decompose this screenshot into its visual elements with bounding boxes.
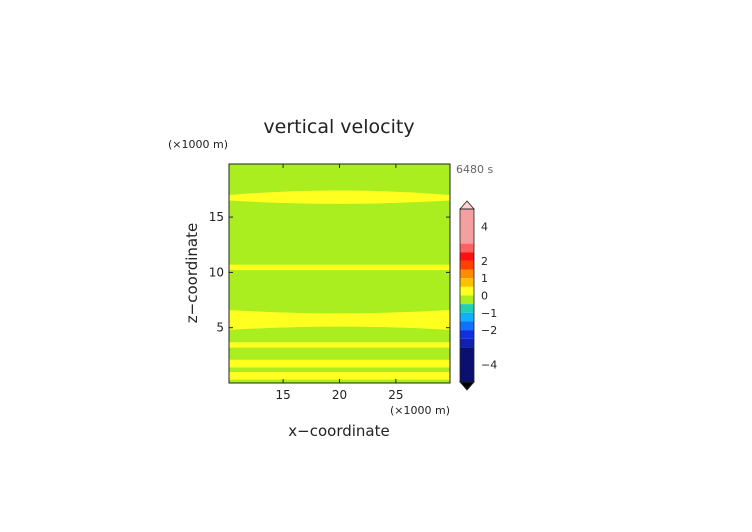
colorbar-tick-label: 4 <box>481 220 488 233</box>
x-tick-label: 20 <box>332 388 347 402</box>
x-unit-label: (×1000 m) <box>390 404 450 417</box>
colorbar-under-arrow <box>459 381 475 391</box>
colorbar-frame <box>459 208 475 383</box>
field-band-2 <box>229 264 450 271</box>
field-band-3 <box>229 310 450 330</box>
colorbar-tick-label: 0 <box>481 290 488 303</box>
chart-title: vertical velocity <box>263 116 414 138</box>
colorbar-segment <box>460 304 474 313</box>
colorbar-segment <box>460 295 474 305</box>
velocity-field <box>229 164 450 383</box>
colorbar-segment <box>460 321 474 331</box>
y-axis-ticks: 5 10 15 <box>209 210 450 335</box>
colorbar-tick-labels: 4 2 1 0 −1 −2 −4 <box>481 220 497 371</box>
y-unit-label: (×1000 m) <box>168 138 228 151</box>
colorbar-segment <box>460 347 474 382</box>
x-axis-ticks: 15 20 25 <box>275 164 404 402</box>
colorbar-tick-label: 1 <box>481 272 488 285</box>
x-tick-label: 25 <box>388 388 403 402</box>
y-tick-label: 5 <box>216 321 224 335</box>
colorbar-segment <box>460 252 474 261</box>
colorbar-segment <box>460 338 474 348</box>
colorbar-segment <box>460 286 474 296</box>
field-band-1 <box>229 190 450 204</box>
colorbar <box>459 200 475 391</box>
colorbar-tick-label: −4 <box>481 359 497 372</box>
colorbar-segment <box>460 278 474 287</box>
colorbar-segment <box>460 269 474 279</box>
colorbar-segment <box>460 209 474 244</box>
time-label: 6480 s <box>456 163 493 176</box>
y-tick-label: 10 <box>209 265 224 279</box>
colorbar-segment <box>460 312 474 322</box>
colorbar-segment <box>460 260 474 270</box>
field-band-5 <box>229 359 450 368</box>
colorbar-tick-label: 2 <box>481 255 488 268</box>
x-tick-label: 15 <box>275 388 290 402</box>
colorbar-tick-label: −1 <box>481 307 497 320</box>
colorbar-over-arrow <box>459 200 475 210</box>
y-axis-label: z−coordinate <box>183 223 201 323</box>
colorbar-segment <box>460 243 474 253</box>
y-tick-label: 15 <box>209 210 224 224</box>
x-axis-label: x−coordinate <box>288 422 389 440</box>
colorbar-segment <box>460 330 474 339</box>
field-band-6 <box>229 371 450 380</box>
field-band-4 <box>229 342 450 348</box>
colorbar-tick-label: −2 <box>481 324 497 337</box>
